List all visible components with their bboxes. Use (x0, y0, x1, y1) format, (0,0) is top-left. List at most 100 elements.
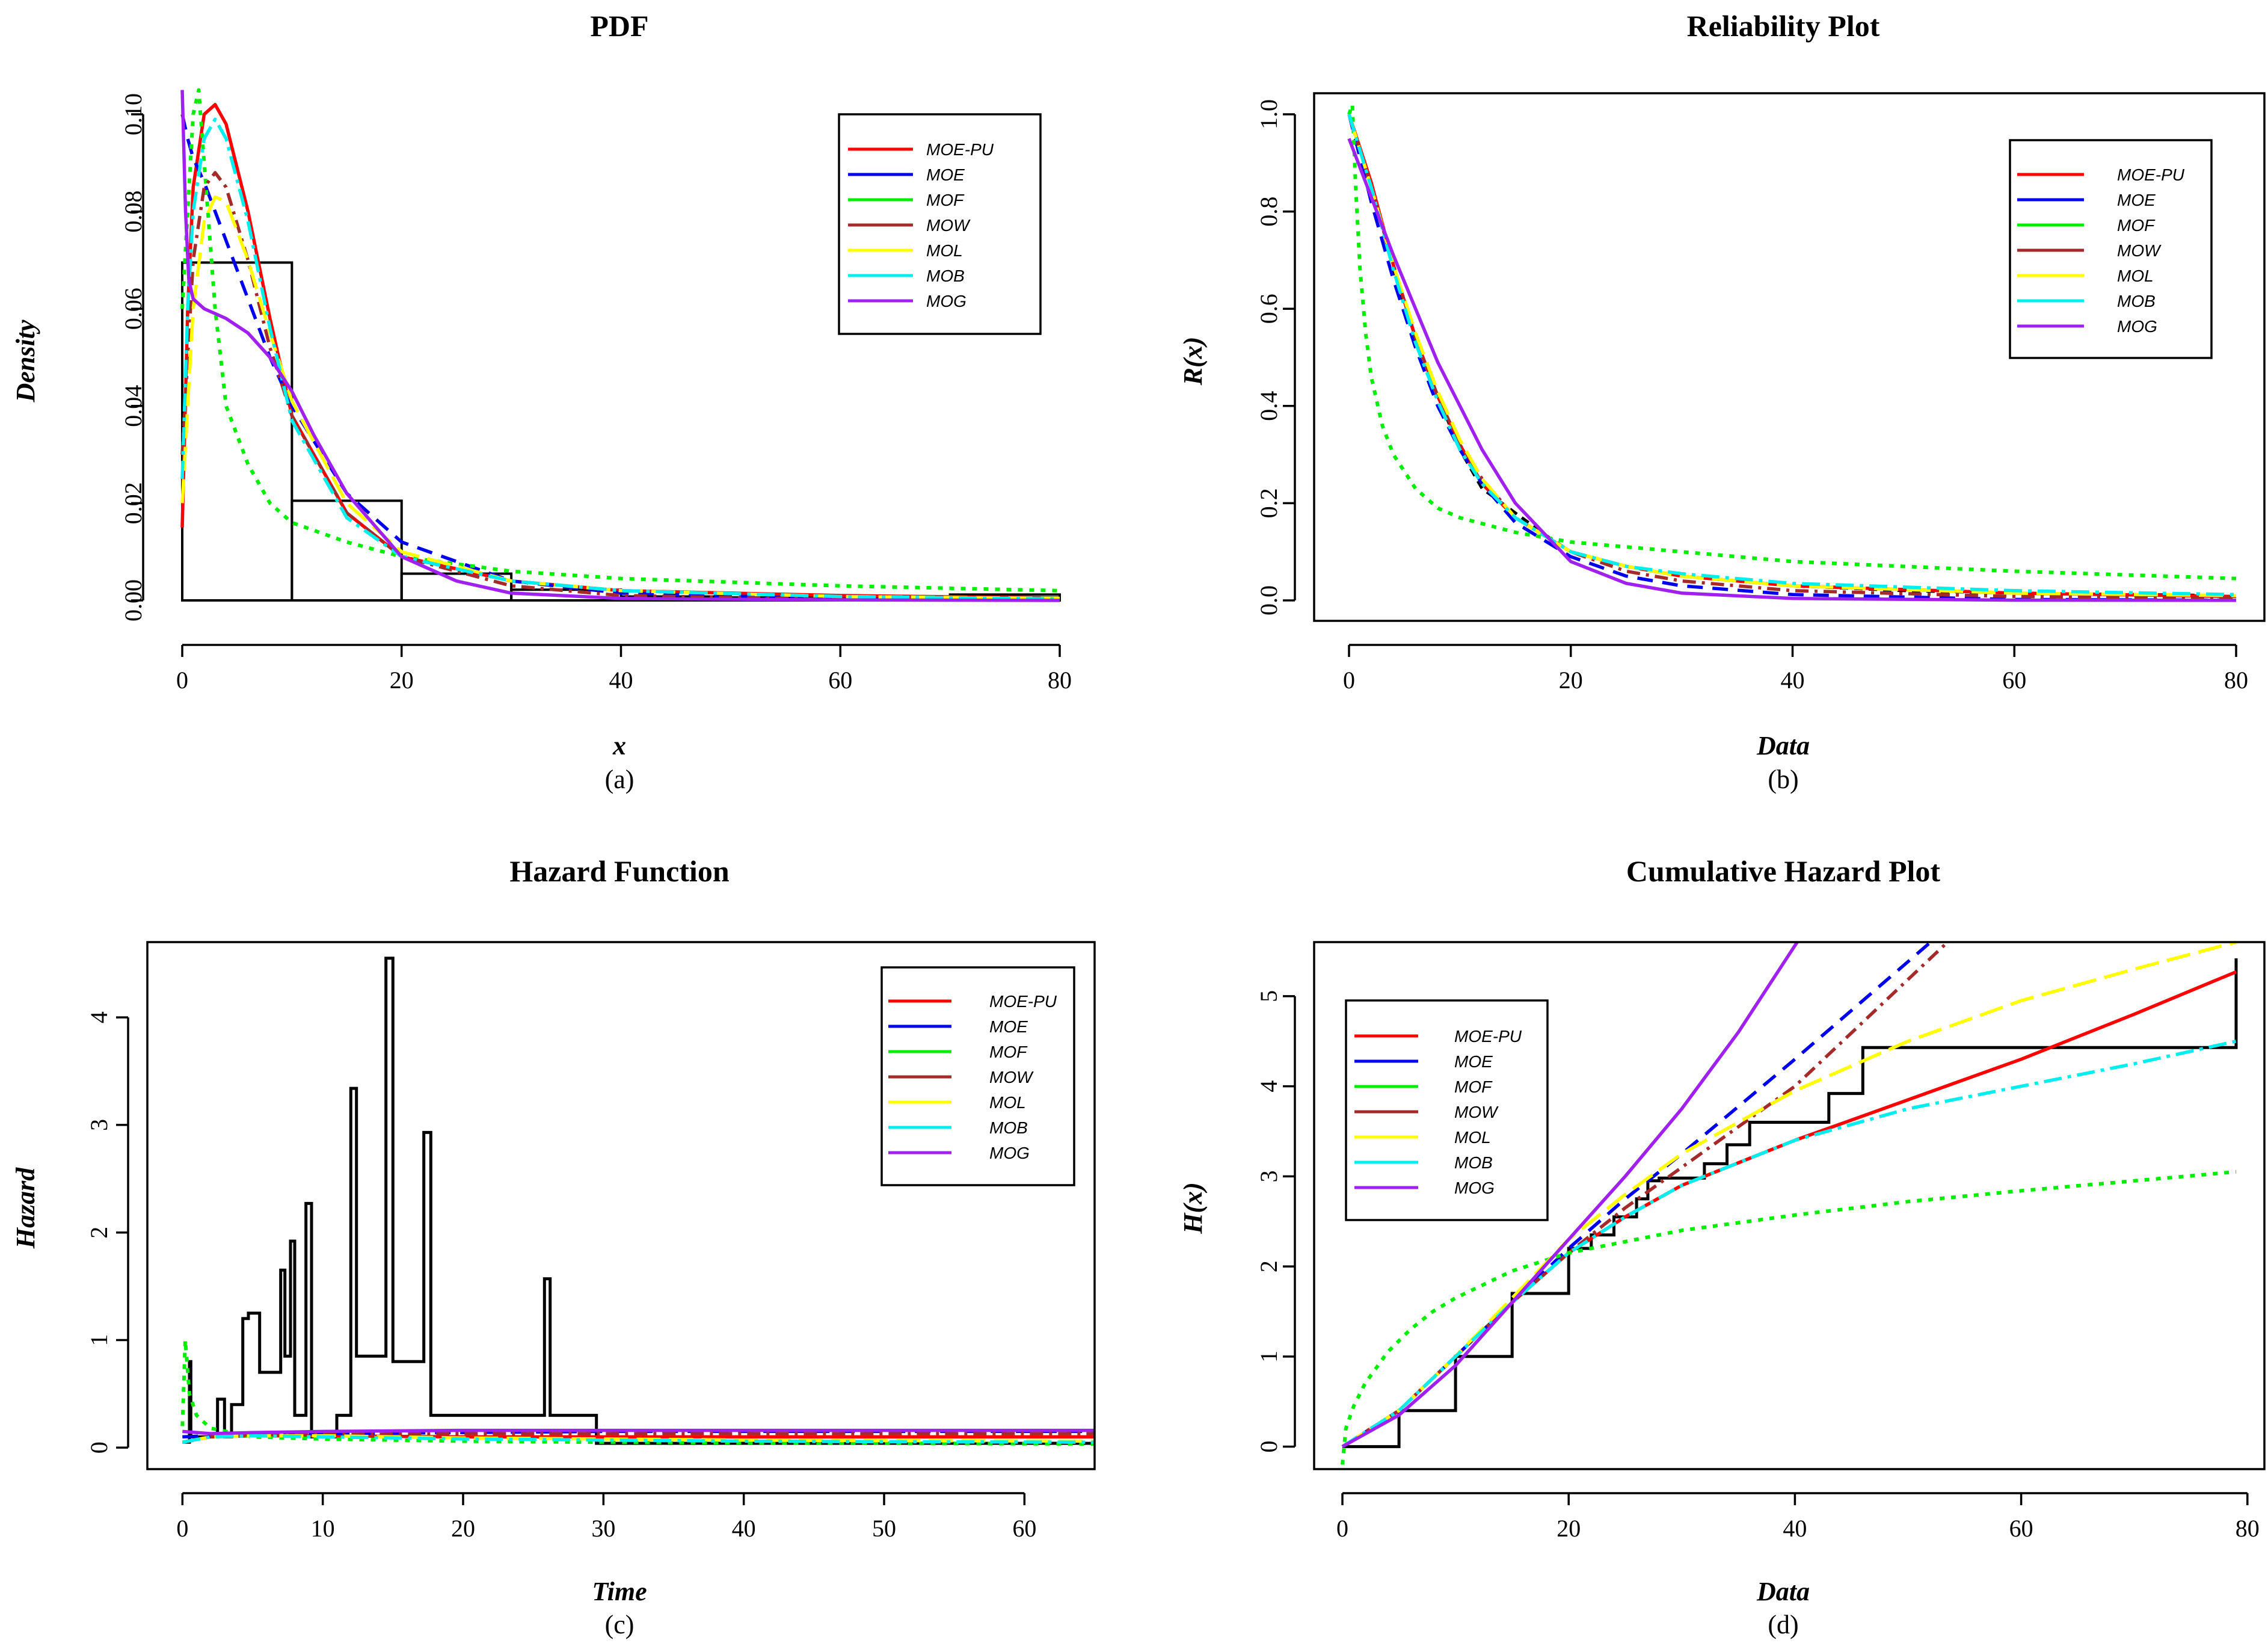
series-line-mob (182, 1434, 1095, 1444)
empirical-step (1342, 958, 2238, 1449)
panel-a-pdf: PDF x (a) Density 0 20 40 60 800.000.020.040… (11, 9, 1072, 794)
y-tick-label: 3 (1255, 1170, 1282, 1182)
x-tick-label: 20 (1559, 667, 1583, 694)
y-tick-label: 0.08 (120, 191, 147, 233)
x-tick-label: 60 (828, 667, 852, 694)
y-tick-label: 0.6 (1255, 294, 1282, 324)
panel-d-caption: (d) (1768, 1610, 1798, 1639)
legend-label-moe: MOE (1454, 1052, 1493, 1071)
panel-d-title: Cumulative Hazard Plot (1626, 854, 1941, 888)
y-tick-label: 1 (1255, 1351, 1282, 1363)
panel-b-series (1347, 102, 2237, 602)
panel-c-series (180, 1338, 1095, 1446)
series-line-mof (1347, 102, 2237, 581)
x-tick-label: 60 (2002, 667, 2026, 694)
panel-c-hazard: Hazard Function Time (c) Hazard 0 10 20 30 4… (11, 854, 1096, 1639)
x-tick-label: 80 (1048, 667, 1072, 694)
panel-c-caption: (c) (605, 1610, 635, 1639)
legend-label-moe: MOE (926, 165, 965, 184)
series-line-mog (182, 1428, 1095, 1435)
x-tick-label: 30 (591, 1515, 615, 1542)
panel-c-xlabel: Time (592, 1577, 647, 1606)
panel-a-legend: MOE-PU MOE MOF MOW MOL MOB MOG (838, 113, 1042, 335)
x-tick-label: 0 (1343, 667, 1355, 694)
y-tick-label: 2 (85, 1227, 112, 1239)
y-tick-label: 0 (1255, 1441, 1282, 1453)
y-tick-label: 0 (85, 1441, 112, 1453)
legend-label-mof: MOF (989, 1043, 1028, 1061)
legend-label-mol: MOL (926, 241, 963, 260)
series-line-mof (180, 88, 1060, 593)
legend-label-mob: MOB (926, 267, 965, 285)
y-tick-label: 0.0 (1255, 585, 1282, 615)
series-line-mog (1347, 138, 2237, 602)
legend-label-mow: MOW (926, 216, 971, 235)
panel-c-title: Hazard Function (509, 854, 729, 888)
legend-label-mol: MOL (989, 1093, 1026, 1112)
x-tick-label: 20 (451, 1515, 475, 1542)
legend-label-mob: MOB (989, 1118, 1028, 1137)
panel-b-reliability: Reliability Plot Data (b) R(x) 0 20 40 60 80… (1178, 9, 2266, 794)
plot-frame (1313, 941, 2266, 1470)
legend-label-moe: MOE (2117, 191, 2156, 209)
legend-label-mol: MOL (1454, 1128, 1491, 1147)
panel-a-ylabel: Density (11, 319, 40, 402)
panel-b-caption: (b) (1768, 765, 1798, 794)
legend-label-mow: MOW (989, 1068, 1034, 1086)
y-tick-label: 0.06 (120, 288, 147, 330)
panel-b-xlabel: Data (1756, 731, 1810, 760)
y-tick-label: 4 (85, 1011, 112, 1023)
series-line-mob (1347, 114, 2237, 597)
y-tick-label: 0.4 (1255, 391, 1282, 421)
legend-label-mog: MOG (1454, 1179, 1495, 1197)
x-tick-label: 20 (1557, 1515, 1581, 1542)
panel-c-ylabel: Hazard (11, 1167, 40, 1249)
panel-a-axes: 0 20 40 60 80 0.00 0.02 0.04 0.06 0.08 0.10 (120, 93, 1072, 694)
y-tick-label: 0.00 (120, 579, 147, 621)
y-tick-label: 3 (85, 1119, 112, 1131)
legend-label-mob: MOB (2117, 292, 2156, 310)
legend-label-moe-pu: MOE-PU (989, 992, 1057, 1011)
x-tick-label: 0 (176, 667, 188, 694)
histogram-bar (400, 572, 513, 602)
legend-label-mof: MOF (926, 191, 965, 209)
legend-label-mog: MOG (2117, 317, 2157, 336)
panel-b-title: Reliability Plot (1687, 9, 1880, 43)
y-tick-label: 0.04 (120, 385, 147, 427)
panel-b-axes: 0 20 40 60 80 0.0 0.2 0.4 0.6 0.8 1.0 (1255, 92, 2266, 694)
panel-a-title: PDF (590, 9, 648, 43)
y-tick-label: 5 (1255, 990, 1282, 1002)
x-tick-label: 50 (872, 1515, 896, 1542)
x-tick-label: 20 (390, 667, 414, 694)
x-tick-label: 80 (2224, 667, 2248, 694)
panel-c-legend: MOE-PU MOE MOF MOW MOL MOB MOG (880, 966, 1075, 1186)
panel-b-legend: MOE-PU MOE MOF MOW MOL MOB MOG (2009, 139, 2213, 359)
panel-b-ylabel: R(x) (1178, 337, 1208, 386)
panel-d-series (1341, 940, 2237, 1465)
legend-label-mof: MOF (2117, 216, 2156, 235)
y-tick-label: 1 (85, 1334, 112, 1346)
y-tick-label: 0.2 (1255, 488, 1282, 518)
x-tick-label: 10 (311, 1515, 335, 1542)
x-tick-label: 60 (2009, 1515, 2033, 1542)
panel-a-series (180, 88, 1060, 602)
series-line-moe (180, 114, 1060, 602)
histogram-bar (510, 588, 622, 602)
series-line-moe (182, 1429, 1095, 1439)
y-tick-label: 4 (1255, 1080, 1282, 1093)
legend-label-moe-pu: MOE-PU (1454, 1027, 1522, 1046)
y-tick-label: 0.10 (120, 93, 147, 135)
series-line-mof (180, 1338, 1095, 1446)
y-tick-label: 0.8 (1255, 197, 1282, 227)
series-line-mog (1341, 941, 1799, 1449)
series-line-mof (1341, 1170, 2237, 1465)
panel-d-empirical (1342, 958, 2238, 1449)
plot-frame (146, 941, 1096, 1470)
panel-d-legend: MOE-PU MOE MOF MOW MOL MOB MOG (1345, 999, 1549, 1221)
panel-a-xlabel: x (612, 731, 626, 760)
x-tick-label: 40 (732, 1515, 756, 1542)
series-line-mob (180, 117, 1060, 601)
panel-d-cumulative-hazard: Cumulative Hazard Plot Data (d) H(x) 0 20… (1178, 854, 2266, 1639)
y-tick-label: 0.02 (120, 482, 147, 524)
panel-d-ylabel: H(x) (1178, 1182, 1208, 1234)
